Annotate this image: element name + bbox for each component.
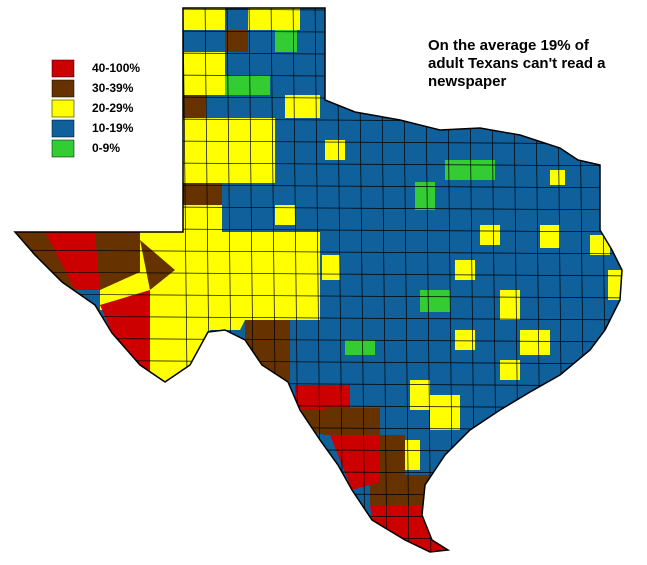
county-border bbox=[15, 447, 622, 453]
county-border bbox=[0, 558, 647, 562]
legend-swatch bbox=[51, 99, 75, 118]
county-area bbox=[183, 95, 205, 118]
county-area bbox=[140, 240, 175, 290]
legend-label: 10-19% bbox=[92, 121, 134, 135]
county-border bbox=[15, 513, 622, 519]
county-area bbox=[225, 75, 270, 95]
county-area bbox=[500, 360, 520, 380]
county-area bbox=[325, 408, 380, 435]
county-border bbox=[15, 491, 622, 497]
legend-swatch bbox=[51, 79, 75, 98]
county-area bbox=[420, 290, 450, 312]
county-border bbox=[15, 271, 622, 277]
county-border bbox=[15, 315, 622, 321]
county-area bbox=[225, 30, 248, 52]
county-area bbox=[550, 170, 565, 185]
county-area bbox=[405, 440, 420, 470]
county-border bbox=[15, 293, 622, 299]
state-outline bbox=[13, 7, 623, 553]
county-area bbox=[445, 160, 495, 180]
county-area bbox=[540, 225, 560, 248]
county-border bbox=[15, 469, 622, 475]
county-border bbox=[15, 535, 622, 541]
legend-label: 20-29% bbox=[92, 101, 134, 115]
county-area bbox=[480, 225, 500, 245]
county-area bbox=[430, 395, 460, 430]
county-area bbox=[415, 182, 435, 210]
county-area bbox=[285, 95, 320, 118]
county-area bbox=[183, 118, 275, 183]
county-area bbox=[100, 290, 150, 375]
annotation-line: newspaper bbox=[428, 73, 507, 90]
county-area bbox=[275, 205, 295, 225]
county-area bbox=[410, 380, 430, 410]
county-area bbox=[380, 435, 405, 475]
county-area bbox=[455, 330, 475, 350]
county-area bbox=[295, 385, 325, 410]
county-area bbox=[183, 52, 225, 95]
annotation-line: On the average 19% of bbox=[428, 37, 590, 54]
county-area bbox=[608, 270, 622, 300]
county-area bbox=[245, 320, 290, 382]
county-area bbox=[325, 140, 345, 160]
county-area bbox=[45, 232, 100, 290]
legend-label: 40-100% bbox=[92, 61, 140, 75]
county-area bbox=[183, 205, 222, 232]
county-area bbox=[325, 385, 350, 408]
annotation-line: adult Texans can't read a bbox=[428, 55, 606, 72]
legend-label: 0-9% bbox=[92, 141, 120, 155]
county-area bbox=[520, 330, 550, 355]
county-border bbox=[15, 249, 622, 255]
county-area bbox=[183, 183, 222, 205]
county-area bbox=[345, 340, 375, 355]
county-area bbox=[500, 290, 520, 320]
county-area bbox=[248, 8, 300, 30]
legend-label: 30-39% bbox=[92, 81, 134, 95]
county-area bbox=[183, 8, 225, 30]
legend-swatch bbox=[51, 119, 75, 138]
legend: 40-100% 30-39% 20-29% 10-19% 0-9% bbox=[51, 59, 140, 158]
county-area bbox=[370, 505, 448, 552]
county-area bbox=[322, 255, 340, 280]
county-area bbox=[15, 232, 75, 290]
county-area bbox=[370, 475, 445, 505]
county-area bbox=[95, 232, 140, 290]
county-area bbox=[590, 235, 610, 255]
county-border bbox=[623, 0, 629, 565]
legend-swatch bbox=[51, 59, 75, 78]
county-area bbox=[275, 30, 297, 52]
county-area bbox=[288, 382, 325, 435]
county-area bbox=[330, 435, 380, 490]
legend-swatch bbox=[51, 139, 75, 158]
